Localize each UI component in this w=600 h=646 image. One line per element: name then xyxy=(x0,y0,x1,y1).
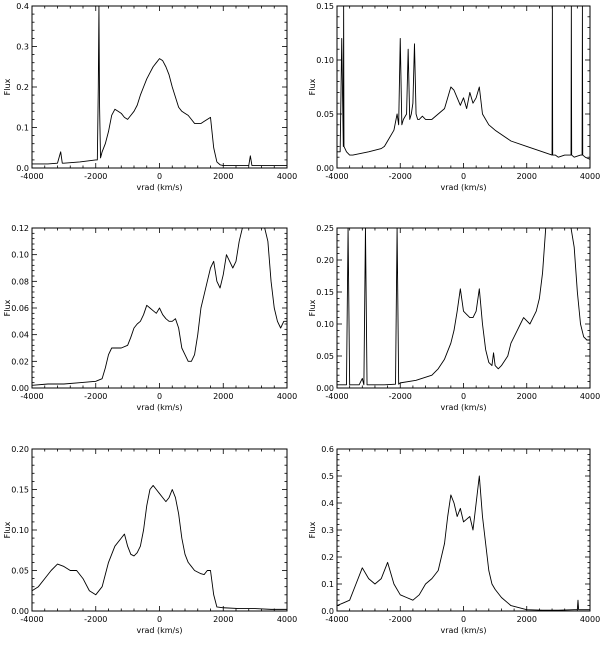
y-tick-label: 0.3 xyxy=(321,526,334,535)
x-tick-label: -2000 xyxy=(84,392,107,401)
spectrum-line xyxy=(32,485,287,610)
x-tick-label: 4000 xyxy=(580,172,600,181)
y-tick-label: 0.05 xyxy=(11,567,29,576)
y-tick-label: 0.04 xyxy=(11,331,29,340)
y-tick-label: 0.2 xyxy=(16,83,29,92)
y-tick-label: 0.05 xyxy=(316,110,334,119)
x-axis-title: vrad (km/s) xyxy=(440,403,486,412)
x-tick-label: -4000 xyxy=(20,392,43,401)
panel-3: -4000 -2000 0 2000 4000 0.00 0.02 0.04 0.06 0.08 0… xyxy=(3,224,297,412)
x-axis-title: vrad (km/s) xyxy=(136,403,182,412)
y-tick-label: 0.10 xyxy=(316,56,334,65)
y-tick-label: 0.0 xyxy=(321,607,334,616)
y-tick-label: 0.1 xyxy=(321,580,334,589)
x-tick-label: -4000 xyxy=(325,392,348,401)
x-tick-label: 4000 xyxy=(277,615,297,624)
y-tick-label: 0.12 xyxy=(11,224,29,233)
x-tick-label: 0 xyxy=(461,172,466,181)
y-axis-title: Flux xyxy=(308,78,317,95)
x-tick-label: 0 xyxy=(157,392,162,401)
x-tick-label: -4000 xyxy=(325,172,348,181)
y-tick-label: 0.00 xyxy=(11,607,29,616)
y-tick-label: 0.0 xyxy=(16,164,29,173)
y-tick-label: 0.2 xyxy=(321,553,334,562)
plot-frame xyxy=(336,448,591,612)
spectrum-line xyxy=(32,6,287,167)
spectrum-line xyxy=(337,6,590,160)
spectrum-line xyxy=(32,228,287,386)
y-tick-label: 0.02 xyxy=(11,357,29,366)
y-tick-label: 0.15 xyxy=(316,2,334,11)
x-tick-label: -4000 xyxy=(20,172,43,181)
x-tick-label: -4000 xyxy=(20,615,43,624)
y-tick-label: 0.06 xyxy=(11,304,29,313)
y-tick-label: 0.1 xyxy=(16,124,29,133)
x-tick-label: -2000 xyxy=(84,615,107,624)
x-tick-label: 4000 xyxy=(580,392,600,401)
x-tick-label: -4000 xyxy=(325,615,348,624)
y-tick-label: 0.15 xyxy=(316,288,334,297)
y-tick-label: 0.20 xyxy=(11,445,29,454)
y-axis-title: Flux xyxy=(308,299,317,316)
y-tick-label: 0.6 xyxy=(321,445,334,454)
x-tick-label: 0 xyxy=(157,615,162,624)
y-tick-label: 0.4 xyxy=(16,2,29,11)
y-tick-label: 0.20 xyxy=(316,256,334,265)
y-tick-label: 0.15 xyxy=(11,486,29,495)
spectrum-line xyxy=(337,228,590,386)
y-tick-label: 0.4 xyxy=(321,499,334,508)
x-tick-label: -2000 xyxy=(84,172,107,181)
y-axis-title: Flux xyxy=(3,299,12,316)
x-tick-label: -2000 xyxy=(389,172,412,181)
x-tick-label: 0 xyxy=(461,392,466,401)
x-tick-label: 2000 xyxy=(213,615,233,624)
y-axis-title: Flux xyxy=(308,521,317,538)
x-axis-title: vrad (km/s) xyxy=(136,183,182,192)
y-axis-title: Flux xyxy=(3,521,12,538)
y-tick-label: 0.10 xyxy=(11,251,29,260)
spectrum-line xyxy=(337,475,590,611)
y-tick-label: 0.10 xyxy=(316,320,334,329)
x-tick-label: 4000 xyxy=(580,615,600,624)
y-tick-label: 0.08 xyxy=(11,277,29,286)
plot-frame xyxy=(31,5,288,169)
x-tick-label: 2000 xyxy=(517,172,537,181)
x-axis-title: vrad (km/s) xyxy=(136,626,182,635)
y-tick-label: 0.00 xyxy=(316,384,334,393)
y-tick-label: 0.00 xyxy=(316,164,334,173)
x-tick-label: 2000 xyxy=(213,392,233,401)
panel-1: -4000 -2000 0 2000 4000 0.0 0.1 0.2 0.3 0.4 vrad (… xyxy=(3,2,297,192)
x-axis-title: vrad (km/s) xyxy=(440,626,486,635)
x-axis-title: vrad (km/s) xyxy=(440,183,486,192)
y-axis-title: Flux xyxy=(3,78,12,95)
panel-5: -4000 -2000 0 2000 4000 0.00 0.05 0.10 0.15 0.20 v… xyxy=(3,445,297,635)
x-tick-label: 2000 xyxy=(517,392,537,401)
y-tick-label: 0.5 xyxy=(321,472,334,481)
y-tick-label: 0.00 xyxy=(11,384,29,393)
panel-2: -4000 -2000 0 2000 4000 0.00 0.05 0.10 0.15 vrad … xyxy=(308,2,600,192)
x-tick-label: 4000 xyxy=(277,392,297,401)
y-tick-label: 0.25 xyxy=(316,224,334,233)
y-tick-label: 0.10 xyxy=(11,526,29,535)
x-tick-label: 0 xyxy=(461,615,466,624)
panel-4: -4000 -2000 0 2000 4000 0.00 0.05 0.10 0.15 0.20 0… xyxy=(308,224,600,412)
x-tick-label: 2000 xyxy=(213,172,233,181)
x-tick-label: 2000 xyxy=(517,615,537,624)
x-tick-label: 4000 xyxy=(277,172,297,181)
x-tick-label: -2000 xyxy=(389,392,412,401)
x-tick-label: -2000 xyxy=(389,615,412,624)
plot-frame xyxy=(31,448,288,612)
y-tick-label: 0.3 xyxy=(16,43,29,52)
y-tick-label: 0.05 xyxy=(316,352,334,361)
x-tick-label: 0 xyxy=(157,172,162,181)
panel-6: -4000 -2000 0 2000 4000 0.0 0.1 0.2 0.3 0.4 0.5 0.6… xyxy=(308,445,600,635)
